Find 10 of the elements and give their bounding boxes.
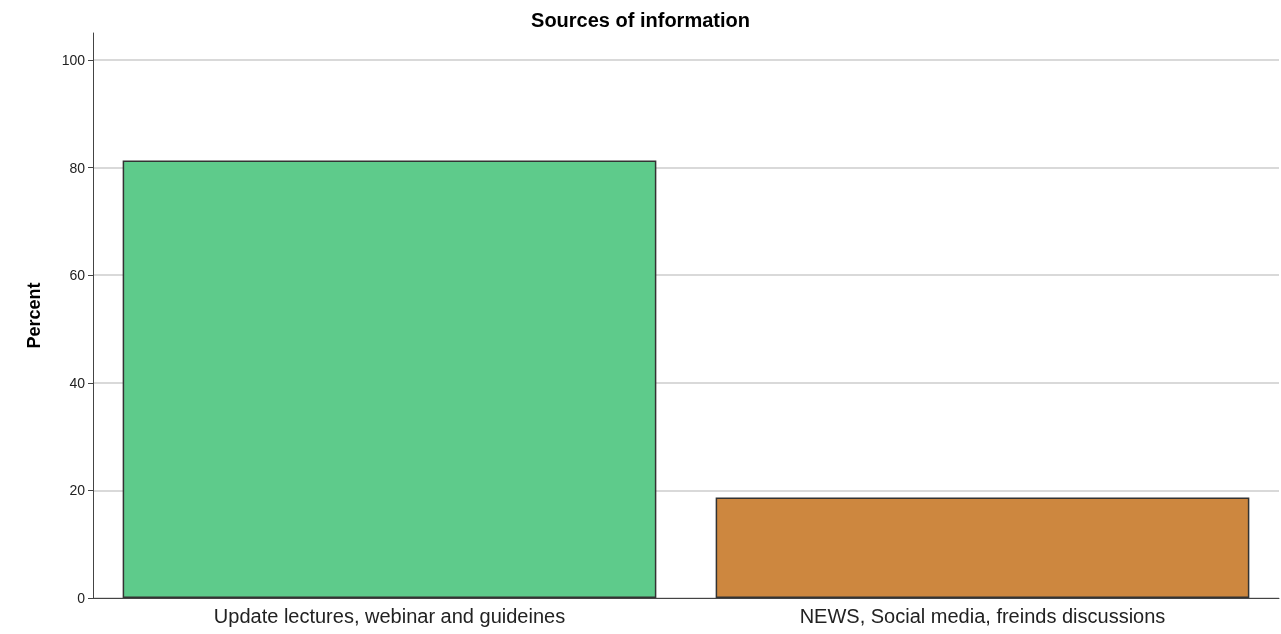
x-tick-label: Update lectures, webinar and guideines (213, 605, 566, 627)
y-axis-title: Percent (24, 282, 44, 349)
y-tick-label: 60 (69, 267, 86, 284)
y-tick-label: 0 (77, 590, 86, 606)
x-tick-label: NEWS, Social media, freinds discussions (799, 605, 1166, 627)
y-tick-label: 40 (69, 374, 86, 391)
y-tick-label: 80 (69, 159, 86, 176)
y-tick-label: 100 (61, 51, 86, 68)
y-tick-label: 20 (69, 482, 86, 499)
chart-title: Sources of information (531, 9, 750, 31)
